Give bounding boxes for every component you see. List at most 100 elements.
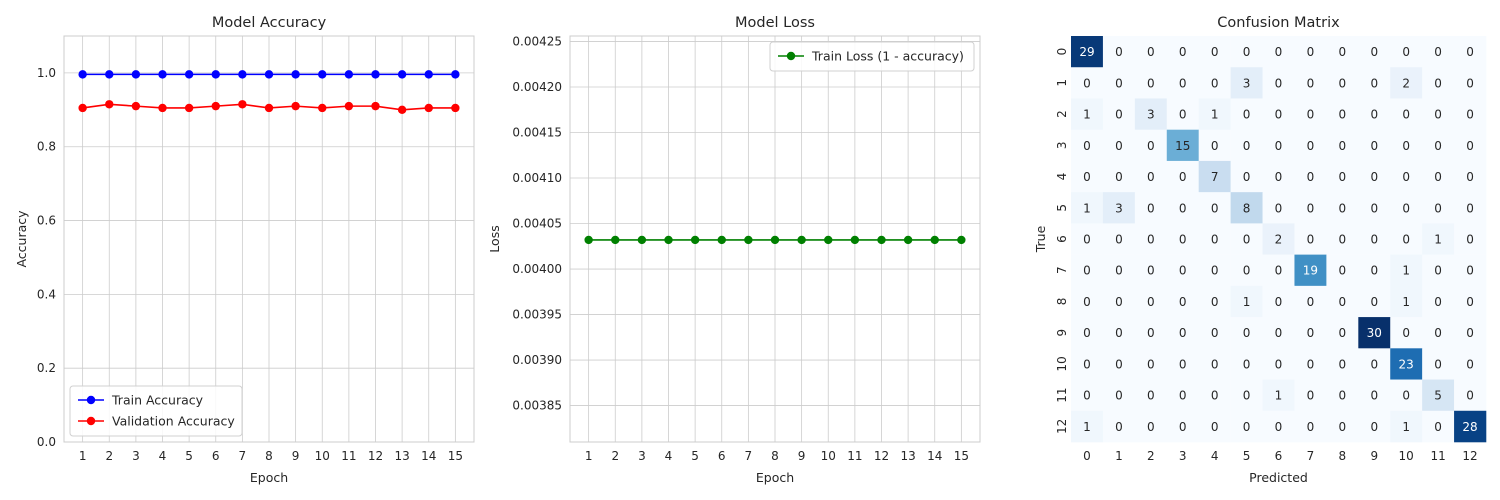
data-point — [637, 235, 647, 245]
cell-value: 0 — [1307, 45, 1315, 59]
cell-value: 0 — [1211, 139, 1219, 153]
cell-value: 1 — [1243, 295, 1251, 309]
cell-value: 0 — [1115, 389, 1123, 403]
heatmap-cell — [1198, 223, 1231, 255]
data-point — [611, 235, 620, 245]
heatmap-cell — [1230, 129, 1263, 162]
heatmap-cell — [1358, 223, 1391, 255]
heatmap-cell — [1134, 98, 1168, 130]
cell-value: 5 — [1434, 389, 1442, 403]
heatmap-cell — [1166, 67, 1199, 99]
cell-value: 0 — [1402, 326, 1410, 340]
cell-value: 0 — [1179, 326, 1187, 340]
cell-value: 0 — [1434, 357, 1442, 371]
cell-value: 0 — [1434, 139, 1442, 153]
heatmap-cell — [1422, 379, 1455, 412]
cell-value: 0 — [1179, 108, 1187, 122]
x-tick-label: 6 — [212, 449, 220, 463]
heatmap-cell — [1198, 254, 1231, 287]
y-tick-label: 0.00390 — [512, 353, 562, 367]
heatmap-cell — [1166, 223, 1199, 255]
heatmap-cell — [1390, 410, 1423, 443]
cell-value: 0 — [1243, 233, 1251, 247]
heatmap-cell — [1134, 285, 1168, 318]
data-point — [238, 100, 247, 109]
x-tick-label: 0 — [1083, 449, 1091, 463]
heatmap-cell — [1262, 285, 1295, 318]
heatmap-cell — [1294, 129, 1327, 162]
heatmap-cell — [1230, 98, 1263, 130]
legend-marker — [86, 416, 96, 426]
chart-title: Confusion Matrix — [1217, 15, 1340, 31]
heatmap-cell — [1326, 129, 1359, 162]
chart-title: Model Loss — [735, 15, 815, 31]
data-point — [690, 235, 700, 245]
cell-value: 0 — [1307, 357, 1315, 371]
heatmap-cell — [1358, 67, 1391, 99]
cell-value: 0 — [1466, 389, 1474, 403]
heatmap-cell — [1294, 410, 1327, 443]
heatmap-cell — [1071, 129, 1104, 162]
confusion-matrix-chart: 29 0 0 0 0 0 0 0 0 0 0 0 00 0 0 0 0 3 0 0 0 0 2 0 01 0 3 0 1 0 0 0 0 0 0 0 0… — [1033, 15, 1487, 485]
x-axis-label: Epoch — [756, 470, 794, 485]
cell-value: 0 — [1243, 170, 1251, 184]
cell-value: 0 — [1179, 76, 1187, 90]
cell-value: 0 — [1370, 139, 1378, 153]
heatmap-cell — [1454, 36, 1487, 68]
x-tick-label: 4 — [665, 449, 673, 463]
x-tick-label: 10 — [1399, 449, 1414, 463]
cell-value: 1 — [1083, 108, 1091, 122]
cell-value: 0 — [1466, 357, 1474, 371]
heatmap-cell — [1454, 254, 1487, 287]
heatmap-cell — [1422, 223, 1455, 255]
heatmap-cell — [1102, 36, 1136, 68]
heatmap-cell — [1230, 254, 1263, 287]
heatmap-cell — [1390, 98, 1423, 130]
x-tick-label: 12 — [368, 449, 383, 463]
heatmap-cell — [1422, 285, 1455, 318]
heatmap-cell — [1294, 98, 1327, 130]
legend: Train Loss (1 - accuracy) — [769, 41, 975, 72]
heatmap-cell — [1071, 192, 1104, 224]
data-point — [184, 103, 194, 113]
heatmap-cell — [1390, 160, 1423, 193]
cell-value: 0 — [1179, 295, 1187, 309]
cell-value: 0 — [1339, 139, 1347, 153]
heatmap-cell — [1326, 254, 1359, 287]
heatmap-cell — [1230, 317, 1263, 349]
cell-value: 23 — [1399, 357, 1414, 371]
y-tick-label: 0.4 — [37, 287, 56, 301]
plot-frame — [569, 35, 981, 443]
heatmap-cell — [1134, 223, 1168, 255]
data-point — [264, 103, 274, 113]
heatmap-cell — [1422, 317, 1455, 349]
cell-value: 28 — [1462, 420, 1477, 434]
heatmap-cell — [1454, 317, 1487, 349]
data-point — [424, 70, 433, 79]
cell-value: 0 — [1083, 264, 1091, 278]
cell-value: 0 — [1211, 420, 1219, 434]
data-point — [957, 235, 966, 245]
cell-value: 0 — [1402, 139, 1410, 153]
heatmap-cell — [1166, 129, 1199, 162]
cell-value: 1 — [1083, 420, 1091, 434]
cell-value: 0 — [1370, 201, 1378, 215]
data-point — [371, 101, 380, 111]
legend: Train Accuracy Validation Accuracy — [69, 385, 243, 437]
heatmap-cell — [1454, 98, 1487, 130]
y-tick-label: 2 — [1055, 110, 1069, 118]
heatmap-cell — [1294, 223, 1327, 255]
cell-value: 0 — [1370, 233, 1378, 247]
loss-chart: 1 2 3 4 5 6 7 8 9 10 11 12 13 14 150.003850.003900.003… — [487, 15, 981, 485]
heatmap-cell — [1102, 285, 1136, 318]
data-point — [664, 235, 673, 245]
data-point — [397, 105, 407, 115]
heatmap-cell — [1198, 36, 1231, 68]
data-point — [158, 70, 167, 79]
cell-value: 0 — [1147, 170, 1155, 184]
data-point — [318, 70, 327, 79]
data-point — [850, 235, 860, 245]
heatmap-cell — [1198, 285, 1231, 318]
x-tick-label: 14 — [927, 449, 942, 463]
heatmap-cell — [1390, 36, 1423, 68]
